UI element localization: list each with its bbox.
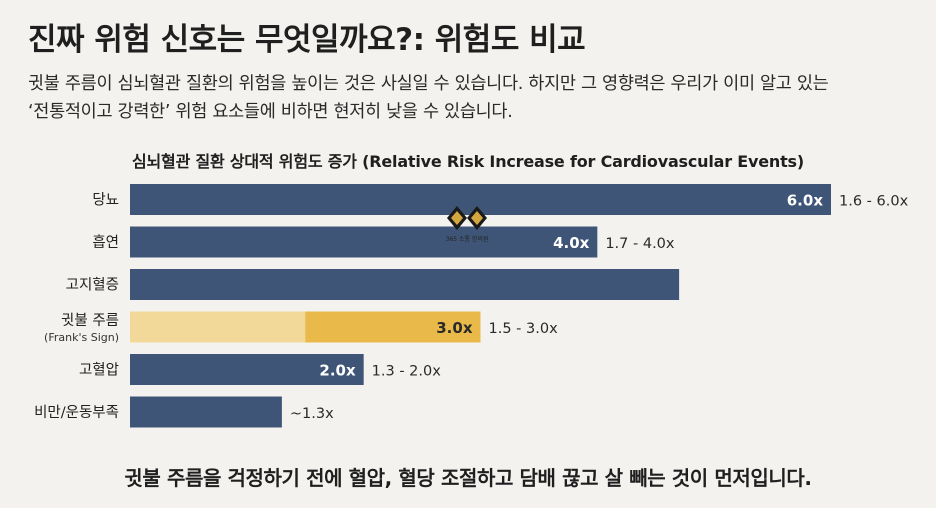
category-label: 고혈압: [79, 362, 119, 379]
category-label: 비만/운동부족: [34, 404, 119, 421]
description-line-2: ‘전통적이고 강력한’ 위험 요소들에 비하면 현저히 낮을 수 있습니다.: [28, 102, 513, 122]
bar-range-low-segment: [130, 311, 306, 343]
bar-range-label: 1.5 - 3.0x: [489, 321, 559, 337]
diamond-emblem-icon: [447, 206, 487, 230]
category-label: 흡연: [92, 234, 119, 251]
category-label: 고지혈증: [66, 277, 119, 294]
category-sublabel: (Frank's Sign): [44, 331, 119, 344]
category-label: 귓불 주름: [61, 312, 119, 329]
bar-range-label: ~1.3x: [290, 406, 334, 422]
bar-range-label: 1.7 - 4.0x: [605, 236, 675, 252]
bar-range-label: 1.3 - 2.0x: [372, 364, 442, 380]
bar: [130, 184, 831, 215]
bar: [130, 396, 282, 428]
logo-text: 365 소통 한의원: [445, 236, 489, 243]
category-label: 당뇨: [92, 192, 119, 209]
chart-title: 심뇌혈관 질환 상대적 위험도 증가 (Relative Risk Increa…: [132, 152, 804, 171]
bar-value-label: 6.0x: [787, 192, 824, 210]
bar-range-label: 1.6 - 6.0x: [839, 194, 909, 210]
description-line-1: 귓불 주름이 심뇌혈관 질환의 위험을 높이는 것은 사실일 수 있습니다. 하…: [28, 74, 829, 94]
bar-value-label: 4.0x: [553, 234, 590, 252]
bar: [130, 269, 680, 300]
bar-value-label: 3.0x: [436, 319, 473, 337]
bar: [130, 354, 364, 385]
bar: [130, 226, 598, 258]
bar-value-label: 2.0x: [319, 362, 356, 380]
footer-message: 귓불 주름을 걱정하기 전에 혈압, 혈당 조절하고 담배 끊고 살 빼는 것이…: [124, 466, 812, 490]
clinic-logo: 365 소통 한의원: [445, 204, 489, 244]
page-title: 진짜 위험 신호는 무엇일까요?: 위험도 비교: [28, 22, 586, 58]
bar-range-high-segment: [305, 311, 481, 343]
